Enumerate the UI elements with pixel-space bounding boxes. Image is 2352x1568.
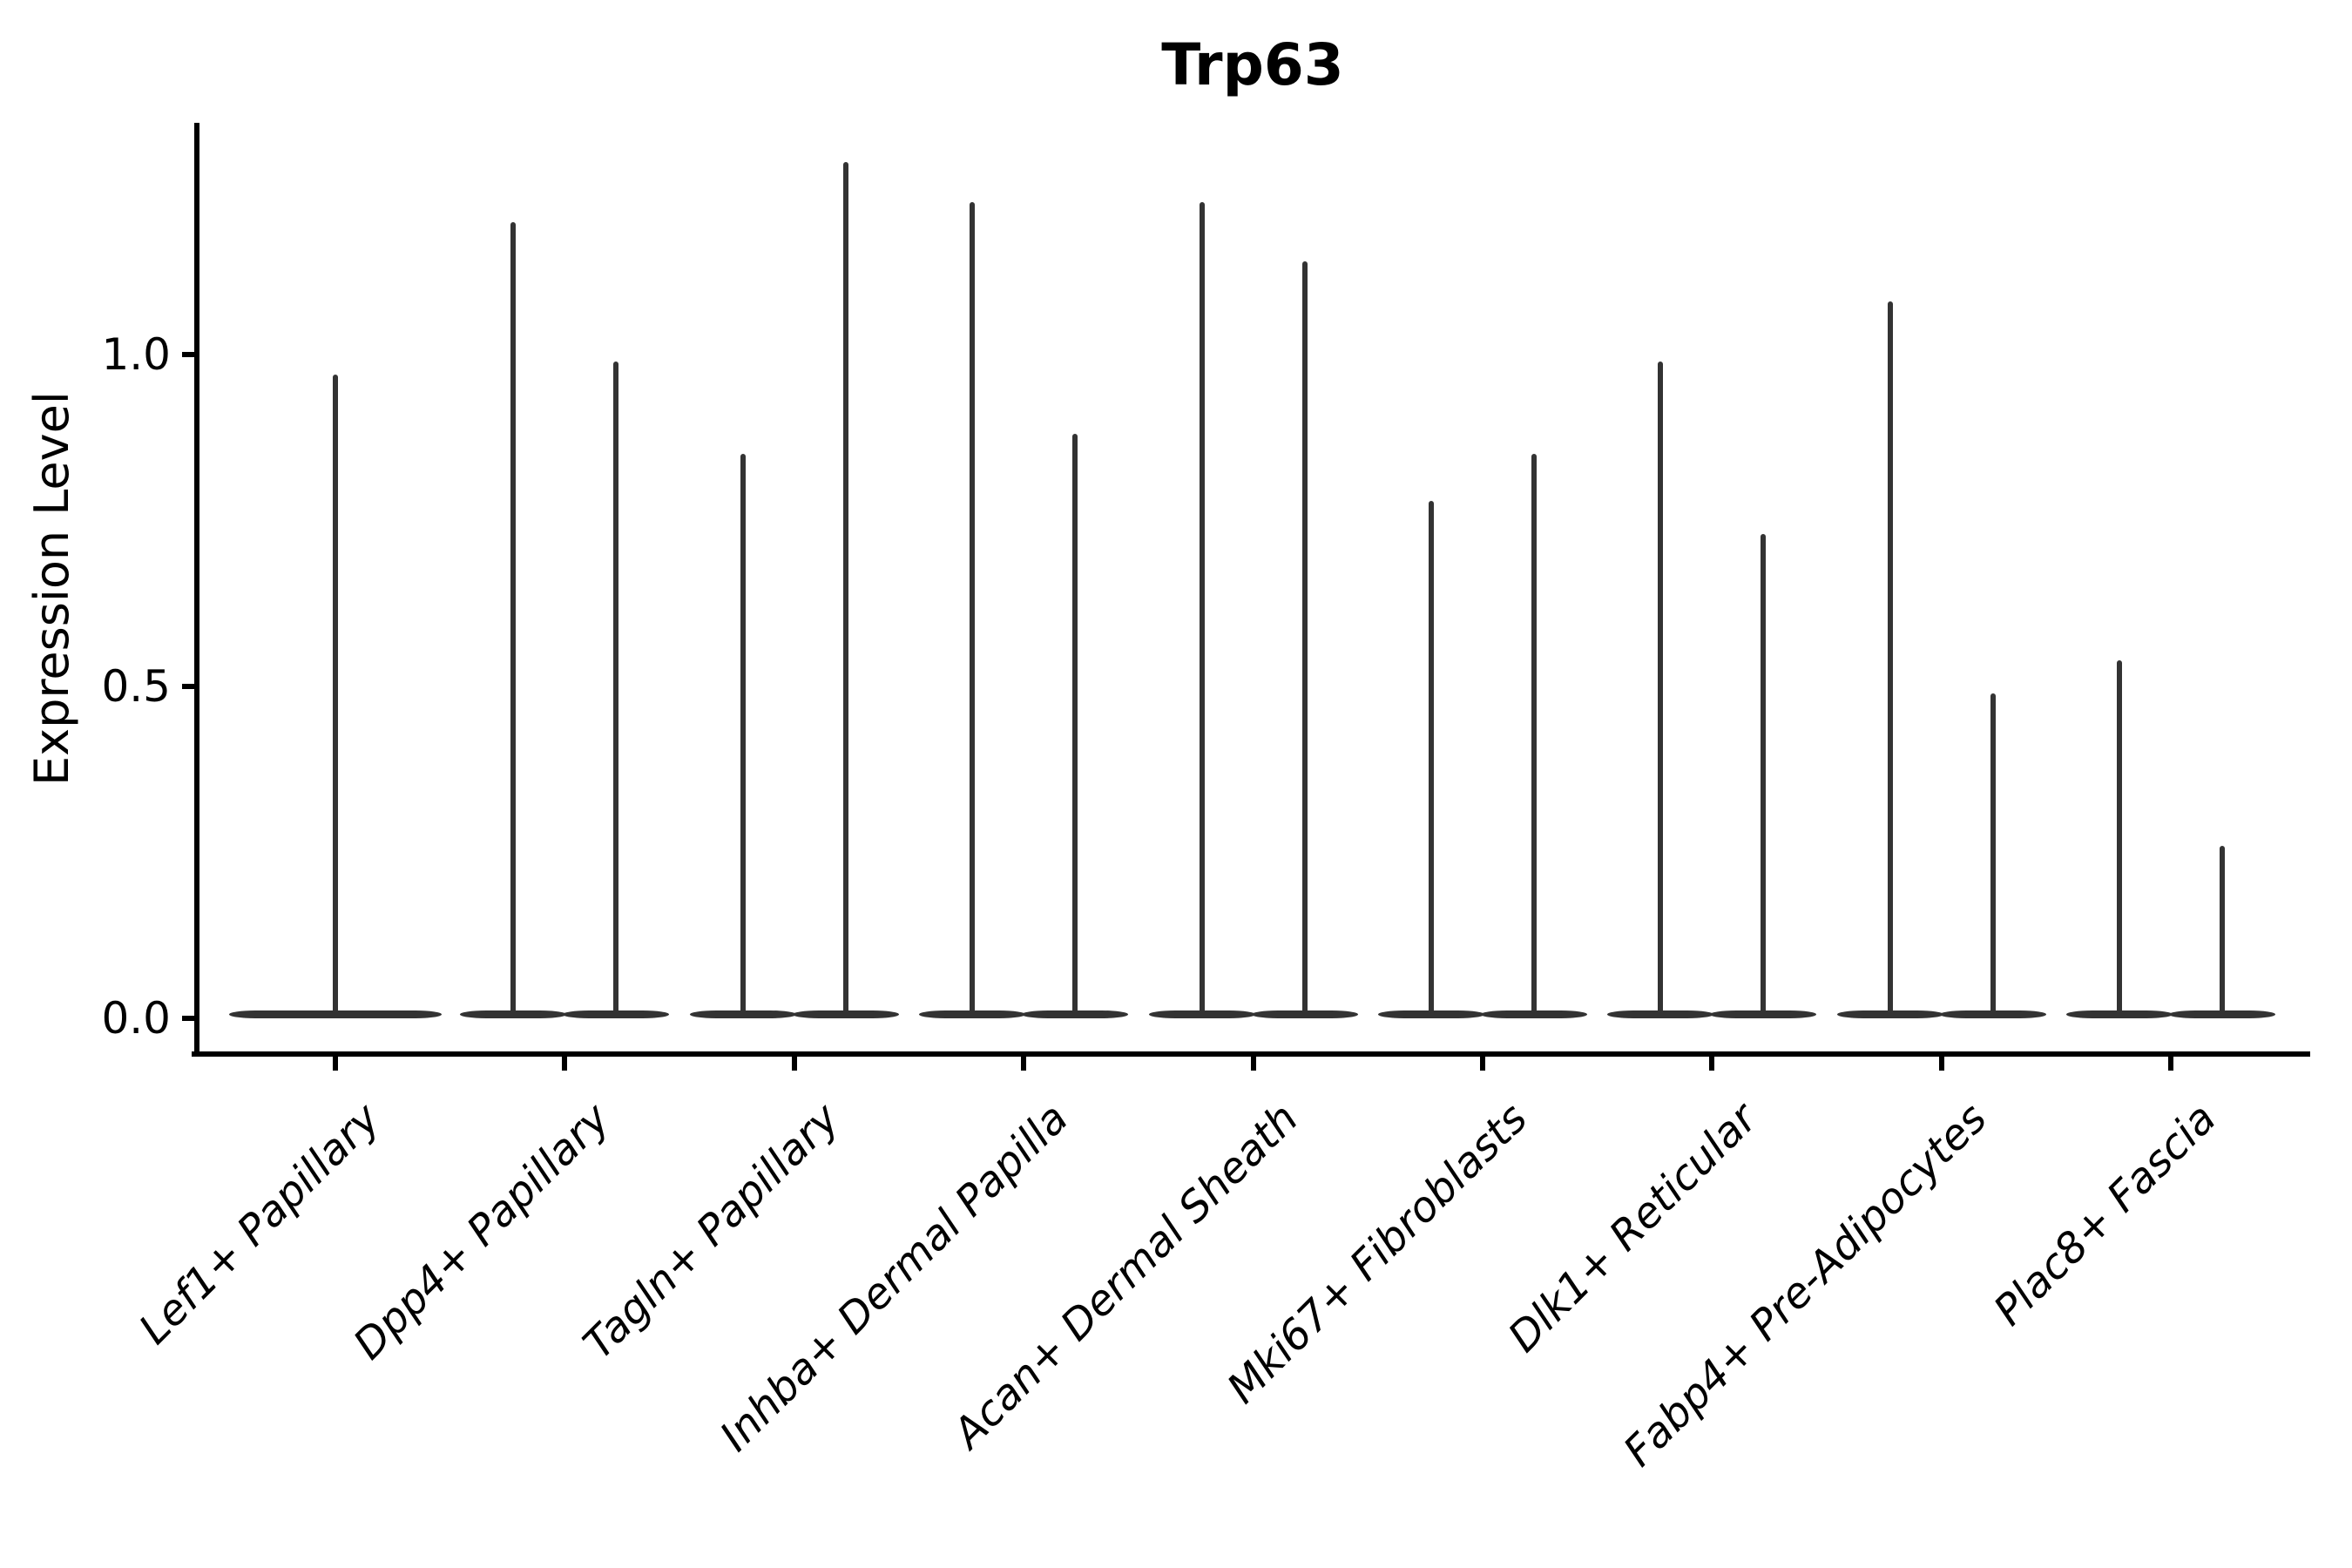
y-tick-mark: [182, 352, 194, 357]
x-tick-label: Lef1+ Papillary: [130, 1093, 390, 1354]
violin-spike: [1072, 434, 1078, 1017]
violin-spike: [2220, 846, 2225, 1017]
x-tick-label: Tagln+ Papillary: [574, 1093, 849, 1369]
x-tick-mark: [2168, 1057, 2173, 1071]
y-axis-line: [194, 123, 199, 1057]
violin-spike: [1990, 693, 1996, 1017]
x-tick-label: Dlk1+ Reticular: [1498, 1093, 1767, 1362]
violin-spike: [2117, 660, 2122, 1017]
y-axis-label: Expression Level: [24, 391, 79, 786]
y-tick-mark: [182, 684, 194, 689]
x-tick-mark: [1709, 1057, 1714, 1071]
violin-spike: [510, 222, 516, 1017]
violin-spike: [1302, 261, 1308, 1017]
violin-spike: [1531, 454, 1537, 1017]
violin-spike: [1761, 534, 1766, 1017]
violin-spike: [1658, 362, 1663, 1017]
x-tick-mark: [562, 1057, 567, 1071]
x-tick-label: Dpp4+ Papillary: [343, 1093, 619, 1369]
y-tick-label: 0.0: [101, 993, 171, 1044]
chart-title: Trp63: [1161, 31, 1344, 98]
x-axis-line: [192, 1051, 2310, 1057]
violin-spike: [1888, 301, 1893, 1017]
y-tick-label: 0.5: [101, 661, 171, 712]
x-tick-mark: [792, 1057, 797, 1071]
violin-spike: [333, 375, 338, 1017]
violin-spike: [613, 362, 618, 1017]
x-tick-mark: [333, 1057, 338, 1071]
x-tick-mark: [1021, 1057, 1026, 1071]
violin-spike: [843, 162, 848, 1017]
x-tick-mark: [1939, 1057, 1944, 1071]
y-tick-mark: [182, 1016, 194, 1021]
violin-spike: [1200, 202, 1205, 1017]
violin-spike: [740, 454, 746, 1017]
y-tick-label: 1.0: [101, 329, 171, 380]
x-tick-mark: [1480, 1057, 1485, 1071]
violin-spike: [1429, 501, 1434, 1017]
x-tick-mark: [1251, 1057, 1256, 1071]
violin-spike: [970, 202, 975, 1017]
x-tick-label: Plac8+ Fascia: [1984, 1093, 2226, 1335]
